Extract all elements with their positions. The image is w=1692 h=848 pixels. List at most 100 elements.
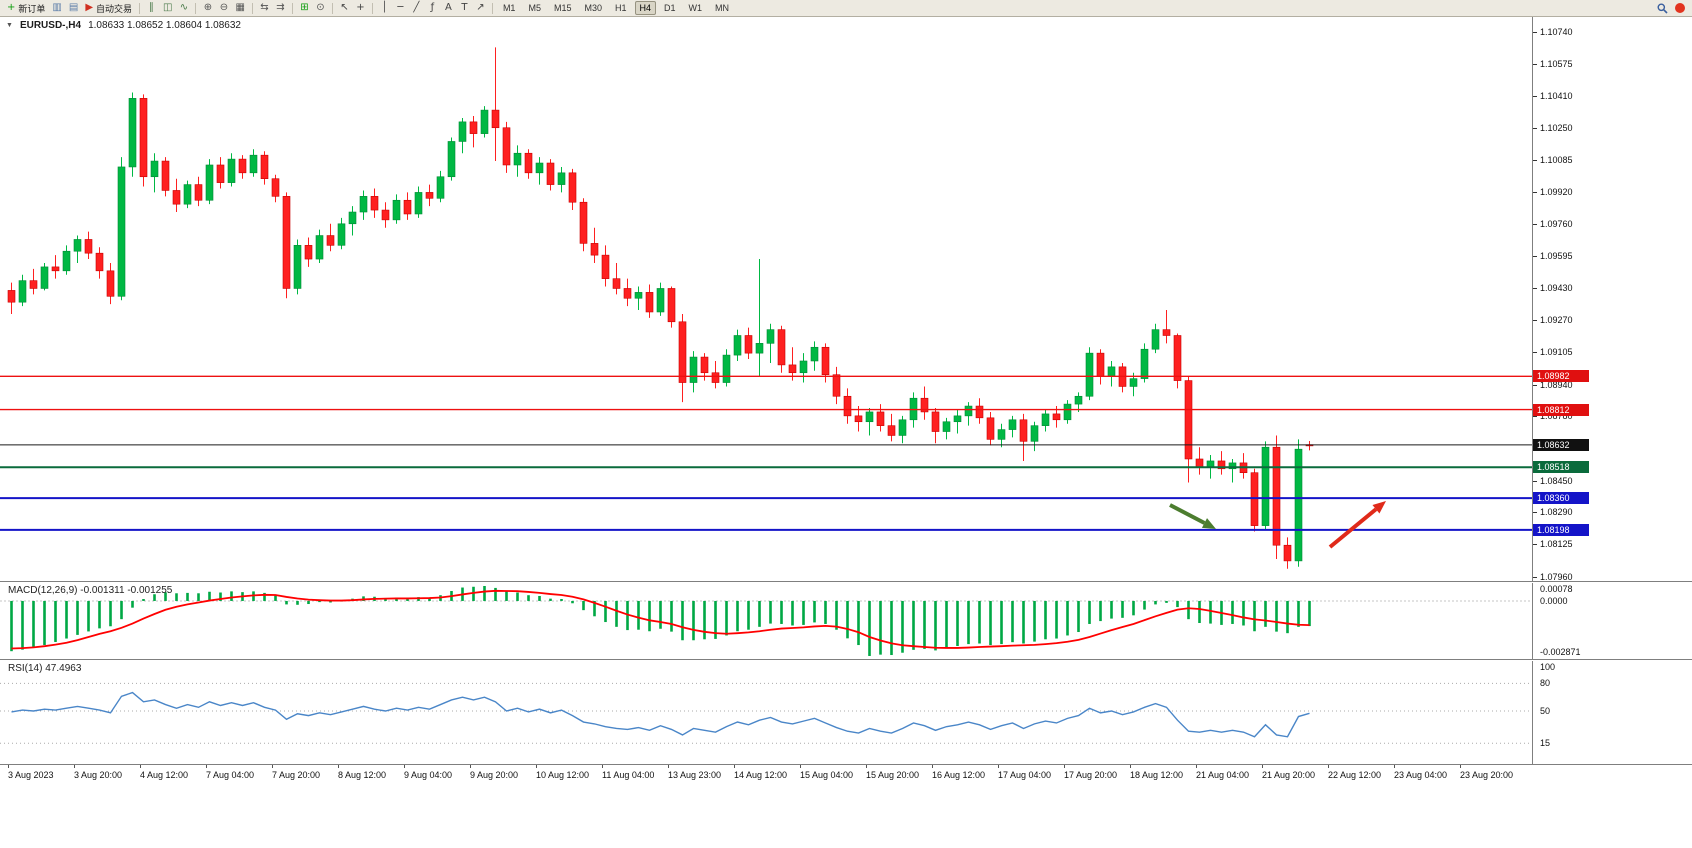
vertical-line-button[interactable]: │ xyxy=(377,1,392,16)
price-tick-label: 1.10085 xyxy=(1540,155,1573,166)
new-order-button[interactable]: + 新订单 xyxy=(4,1,48,16)
time-tick xyxy=(272,765,273,768)
price-tick xyxy=(1533,160,1537,162)
price-tick xyxy=(1533,352,1537,354)
text-button[interactable]: A xyxy=(441,1,456,16)
auto-scroll-button[interactable]: ⇆ xyxy=(257,1,272,16)
pane-separator[interactable] xyxy=(0,659,1692,660)
periods-button[interactable]: ⊙ xyxy=(313,1,328,16)
indicators-button[interactable]: ⊞ xyxy=(297,1,312,16)
chart-shift-button[interactable]: ⇉ xyxy=(273,1,288,16)
time-label: 13 Aug 23:00 xyxy=(668,770,722,780)
toolbar-separator xyxy=(291,2,293,14)
price-tick xyxy=(1533,480,1537,482)
notification-badge[interactable] xyxy=(1675,3,1685,13)
fibonacci-button[interactable]: ƒ xyxy=(425,1,440,16)
label-button[interactable]: T xyxy=(457,1,472,16)
crosshair-button[interactable]: + xyxy=(353,1,368,16)
bars-chart-button[interactable]: ∥ xyxy=(144,1,159,16)
zoom-in-button[interactable]: ⊕ xyxy=(200,1,215,16)
rsi-axis-label: 15 xyxy=(1540,738,1551,749)
pane-separator xyxy=(0,764,1692,765)
toolbar-separator xyxy=(139,2,141,14)
chart-header: ▼ EURUSD-,H4 1.08633 1.08652 1.08604 1.0… xyxy=(6,20,241,31)
timeframe-button-m30[interactable]: M30 xyxy=(584,3,602,13)
line-chart-button[interactable]: ∿ xyxy=(176,1,191,16)
time-tick xyxy=(800,765,801,768)
timeframe-button-d1[interactable]: D1 xyxy=(664,3,676,13)
time-tick xyxy=(734,765,735,768)
time-label: 9 Aug 04:00 xyxy=(404,770,453,780)
timeframe-button-mn[interactable]: MN xyxy=(715,3,730,13)
zoom-out-button[interactable]: ⊖ xyxy=(216,1,231,16)
add-indicator-icon: ⊞ xyxy=(300,2,309,13)
price-tick-label: 1.10250 xyxy=(1540,122,1573,133)
search-icon xyxy=(1657,3,1668,14)
search-button[interactable] xyxy=(1654,1,1671,16)
layouts-button[interactable]: ▤ xyxy=(66,1,81,16)
price-tick-label: 1.08780 xyxy=(1540,410,1573,421)
price-line-badge: 1.08812 xyxy=(1533,403,1589,416)
horizontal-lines-layer[interactable] xyxy=(0,375,1532,531)
macd-axis: 0.00078 0.0000 -0.002871 xyxy=(1532,583,1690,659)
timeframe-button-m1[interactable]: M1 xyxy=(502,3,516,13)
toolbar: + 新订单 ▥ ▤ ▶ 自动交易 ∥ ◫ ∿ ⊕ ⊖ ▦ ⇆ ⇉ ⊞ ⊙ ↖ + │ ─ ╱ ƒ A T ↗ M1 M5 M15 M30… xyxy=(0,0,1692,17)
auto-trading-button[interactable]: ▶ 自动交易 xyxy=(82,1,135,16)
macd-pane[interactable] xyxy=(0,583,1532,659)
candlestick-chart-button[interactable]: ◫ xyxy=(160,1,175,16)
time-label: 17 Aug 04:00 xyxy=(998,770,1052,780)
time-label: 8 Aug 12:00 xyxy=(338,770,387,780)
time-label: 14 Aug 12:00 xyxy=(734,770,788,780)
timeframe-button-m15[interactable]: M15 xyxy=(553,3,572,13)
auto-trading-button-label: 自动交易 xyxy=(96,3,133,14)
timeframe-button-m5[interactable]: M5 xyxy=(528,3,541,13)
macd-axis-label: -0.002871 xyxy=(1540,647,1581,657)
down-trend-arrow[interactable] xyxy=(1169,503,1216,529)
time-tick xyxy=(998,765,999,768)
time-tick xyxy=(1328,765,1329,768)
time-label: 21 Aug 20:00 xyxy=(1262,770,1316,780)
up-reversal-arrow[interactable] xyxy=(1328,501,1386,549)
price-line-badge: 1.08982 xyxy=(1533,370,1589,383)
macd-histogram xyxy=(10,586,1311,656)
time-label: 17 Aug 20:00 xyxy=(1064,770,1118,780)
time-label: 23 Aug 04:00 xyxy=(1394,770,1448,780)
time-tick xyxy=(602,765,603,768)
time-tick xyxy=(536,765,537,768)
tile-windows-icon: ▦ xyxy=(235,2,245,13)
cursor-button[interactable]: ↖ xyxy=(337,1,352,16)
horizontal-line-icon: ─ xyxy=(397,2,404,13)
timeframe-button-h4[interactable]: H4 xyxy=(634,1,657,15)
horizontal-line-button[interactable]: ─ xyxy=(393,1,408,16)
charts-window-button[interactable]: ▥ xyxy=(49,1,64,16)
time-label: 21 Aug 04:00 xyxy=(1196,770,1250,780)
price-line-badge: 1.08198 xyxy=(1533,523,1589,536)
time-tick xyxy=(1064,765,1065,768)
timeframe-button-w1[interactable]: W1 xyxy=(688,3,703,13)
trendline-button[interactable]: ╱ xyxy=(409,1,424,16)
price-chart[interactable] xyxy=(0,17,1532,581)
price-tick-label: 1.09430 xyxy=(1540,283,1573,294)
price-axis[interactable]: 1.10740 1.10575 1.10410 1.10250 1.10085 1.099… xyxy=(1532,17,1690,582)
price-tick xyxy=(1533,64,1537,66)
toolbar-separator xyxy=(331,2,333,14)
timeframe-button-h1[interactable]: H1 xyxy=(615,3,627,13)
pane-separator[interactable] xyxy=(0,581,1692,582)
arrow-tool-button[interactable]: ↗ xyxy=(473,1,488,16)
time-label: 15 Aug 04:00 xyxy=(800,770,854,780)
macd-axis-label: 0.0000 xyxy=(1540,595,1568,606)
price-tick-label: 1.07960 xyxy=(1540,571,1573,582)
auto-scroll-icon: ⇆ xyxy=(260,2,269,13)
price-tick xyxy=(1533,256,1537,258)
time-label: 18 Aug 12:00 xyxy=(1130,770,1184,780)
time-tick xyxy=(74,765,75,768)
rsi-pane[interactable] xyxy=(0,661,1532,764)
chart-ohlc-values: 1.08633 1.08652 1.08604 1.08632 xyxy=(88,20,241,31)
rsi-axis: 100 80 50 15 xyxy=(1532,661,1690,764)
toolbar-separator xyxy=(371,2,373,14)
time-axis[interactable]: 3 Aug 2023 3 Aug 20:00 4 Aug 12:00 7 Aug 04… xyxy=(0,765,1692,789)
tile-windows-button[interactable]: ▦ xyxy=(232,1,247,16)
time-label: 7 Aug 04:00 xyxy=(206,770,255,780)
symbol-dropdown-icon[interactable]: ▼ xyxy=(6,22,13,29)
price-tick-label: 1.09760 xyxy=(1540,218,1573,229)
